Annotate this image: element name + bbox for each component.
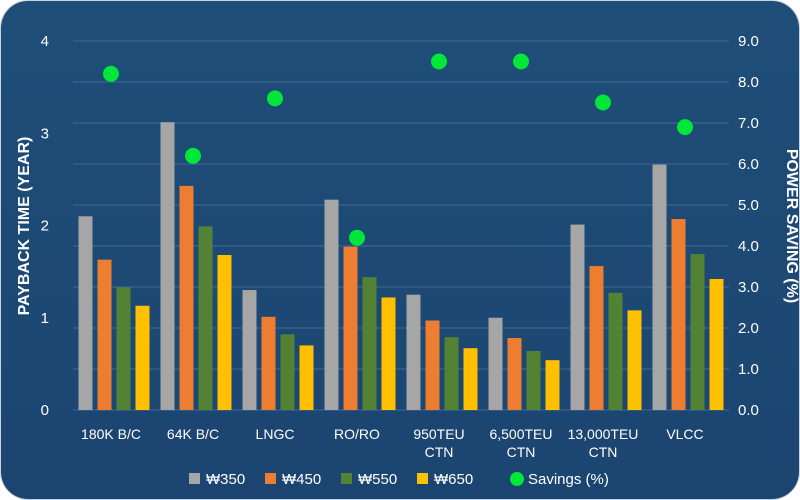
right-tick-label: 0.0 xyxy=(738,402,759,419)
legend-label: ₩650 xyxy=(434,471,473,488)
savings-points xyxy=(103,53,693,246)
bar xyxy=(217,255,232,410)
legend-label: ₩550 xyxy=(358,471,397,488)
category-label: 950TEU xyxy=(413,426,464,442)
right-tick-label: 1.0 xyxy=(738,361,759,378)
bar xyxy=(488,317,503,410)
legend-swatch xyxy=(189,473,200,484)
left-tick-label: 4 xyxy=(41,33,49,50)
bar xyxy=(280,334,295,410)
bar xyxy=(362,277,377,410)
savings-point xyxy=(595,94,611,111)
bar xyxy=(652,164,667,410)
bar xyxy=(526,350,541,410)
left-axis-ticks: 0 1 2 3 4 xyxy=(41,33,49,419)
right-tick-label: 8.0 xyxy=(738,74,759,91)
bar xyxy=(343,246,358,410)
bar xyxy=(261,316,276,410)
savings-point xyxy=(103,65,119,82)
bar xyxy=(589,266,604,410)
right-tick-label: 5.0 xyxy=(738,197,759,214)
bar xyxy=(406,294,421,410)
legend-label: ₩350 xyxy=(206,471,245,488)
category-label: 180K B/C xyxy=(81,426,141,442)
bar xyxy=(608,292,623,410)
right-tick-label: 4.0 xyxy=(738,238,759,255)
right-tick-label: 9.0 xyxy=(738,33,759,50)
left-tick-label: 0 xyxy=(41,402,49,419)
bar xyxy=(545,360,560,410)
right-axis-title: POWER SAVING (%) xyxy=(783,149,799,303)
category-label: 64K B/C xyxy=(167,426,219,442)
category-label: VLCC xyxy=(666,426,703,442)
bar xyxy=(425,320,440,410)
category-label: 13,000TEU xyxy=(568,426,639,442)
right-tick-label: 7.0 xyxy=(738,115,759,132)
legend-swatch xyxy=(341,473,352,484)
bar xyxy=(299,345,314,410)
legend-swatch xyxy=(265,473,276,484)
legend-swatch-dot xyxy=(510,472,524,486)
savings-point xyxy=(267,90,283,107)
right-tick-label: 2.0 xyxy=(738,320,759,337)
savings-point xyxy=(513,53,529,70)
category-labels: 180K B/C 64K B/C LNGC RO/RO 950TEU CTN 6,500TE… xyxy=(81,426,704,460)
bar xyxy=(381,297,396,410)
legend: ₩350 ₩450 ₩550 ₩650 Savings (%) xyxy=(189,471,609,488)
savings-point xyxy=(349,229,365,246)
left-axis-title: PAYBACK TIME (YEAR) xyxy=(16,137,33,316)
bar xyxy=(444,337,459,410)
bar xyxy=(179,185,194,410)
bar xyxy=(671,219,686,410)
right-tick-label: 3.0 xyxy=(738,279,759,296)
left-tick-label: 1 xyxy=(41,310,49,327)
savings-point xyxy=(677,119,693,136)
category-label: 6,500TEU xyxy=(489,426,552,442)
savings-point xyxy=(431,53,447,70)
category-label: CTN xyxy=(425,444,454,460)
bars xyxy=(78,122,724,411)
legend-label: ₩450 xyxy=(282,471,321,488)
savings-point xyxy=(185,147,201,164)
bar xyxy=(78,216,93,410)
bar xyxy=(690,254,705,410)
category-label: RO/RO xyxy=(334,426,380,442)
bar xyxy=(116,287,131,410)
bar xyxy=(463,348,478,410)
category-label: CTN xyxy=(507,444,536,460)
category-label: LNGC xyxy=(256,426,295,442)
bar xyxy=(97,259,112,410)
bar xyxy=(324,199,339,410)
left-tick-label: 3 xyxy=(41,125,49,142)
legend-label: Savings (%) xyxy=(528,471,609,488)
left-tick-label: 2 xyxy=(41,218,49,235)
bar xyxy=(160,122,175,411)
bar xyxy=(507,338,522,410)
bar xyxy=(570,224,585,410)
right-axis-ticks: 0.0 1.0 2.0 3.0 4.0 5.0 6.0 7.0 8.0 9.0 xyxy=(738,33,759,419)
right-tick-label: 6.0 xyxy=(738,156,759,173)
bar xyxy=(709,279,724,410)
bar xyxy=(242,290,257,410)
legend-swatch xyxy=(417,473,428,484)
bar xyxy=(627,310,642,410)
category-label: CTN xyxy=(589,444,618,460)
bar xyxy=(198,226,213,410)
bar xyxy=(135,305,150,410)
